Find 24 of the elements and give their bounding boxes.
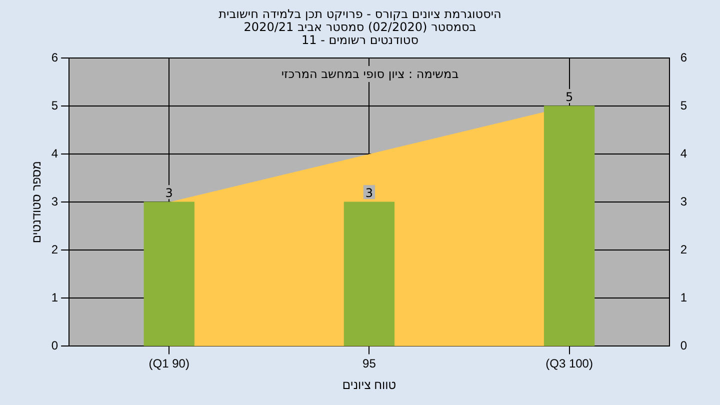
y-tick-label: 6: [51, 50, 58, 64]
y2-tick-label: 4: [680, 146, 688, 160]
y-tick-label: 3: [51, 194, 58, 208]
y-tick-label: 2: [51, 242, 58, 256]
annotation: במשימה : ציון סופי במחשב המרכזי: [281, 67, 459, 81]
x-axis-title: טווח ציונים: [342, 378, 396, 392]
y2-tick-label: 3: [680, 194, 688, 208]
y2-tick-label: 6: [680, 50, 688, 64]
y-tick-label: 4: [51, 146, 58, 160]
y2-tick-label: 2: [680, 242, 688, 256]
data-label: 5: [565, 90, 574, 104]
x-tick-label: 95: [362, 356, 376, 371]
data-label: 3: [165, 186, 173, 200]
y2-tick-label: 1: [680, 290, 688, 304]
y-tick-label: 5: [51, 98, 58, 112]
y-tick-label: 0: [51, 338, 58, 353]
y-tick-label: 1: [51, 290, 58, 304]
y2-tick-label: 0: [680, 338, 688, 353]
y2-tick-label: 5: [680, 98, 688, 112]
chart-title: היסטוגרמת ציונים בקורס - פרויקט תכן בלמידה חישובית בסמסטר (02/2020) סמסטר אביב 2020/21 סטודנטים רשומים - 11: [218, 7, 502, 47]
x-tick-label: (Q1 90): [148, 356, 190, 371]
y-axis-title: מספר סטודנטים: [30, 161, 44, 244]
data-label: 3: [365, 186, 374, 200]
x-tick-label: (Q3 100): [546, 356, 593, 371]
